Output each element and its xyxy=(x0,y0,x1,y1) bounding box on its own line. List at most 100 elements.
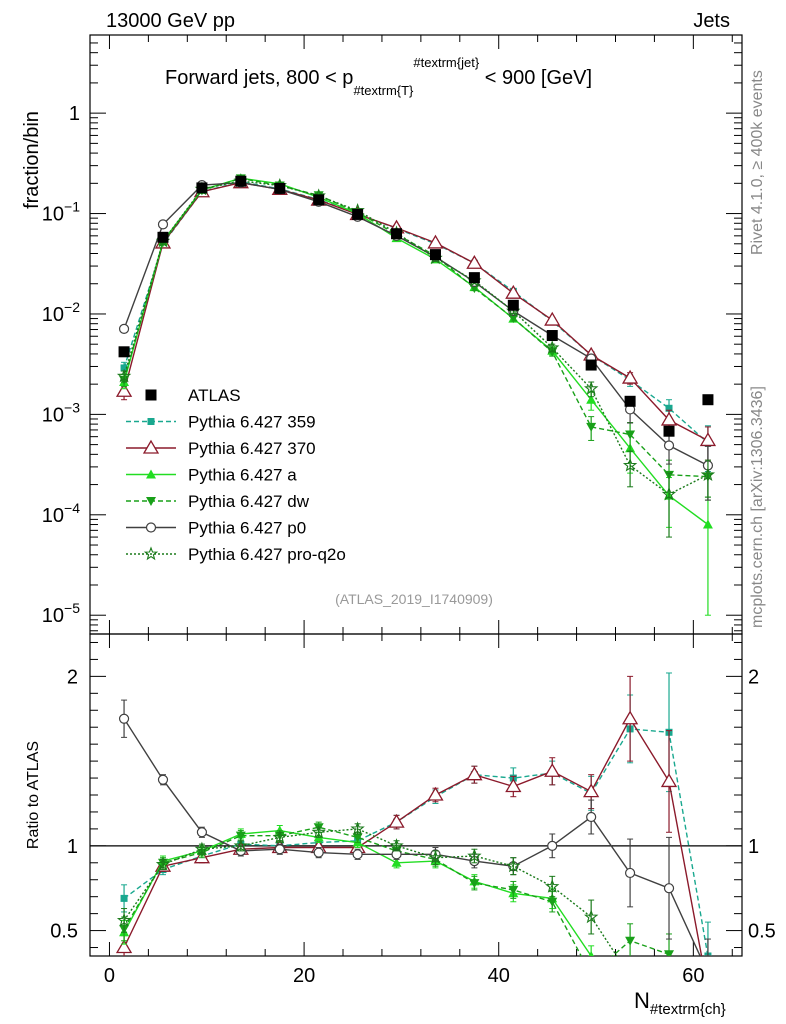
main-series xyxy=(115,173,717,616)
ratio-point xyxy=(466,766,483,781)
ratio-point xyxy=(624,867,636,879)
legend-item: Pythia 6.427 dw xyxy=(126,492,310,511)
ratio-frame xyxy=(89,633,743,957)
data-point xyxy=(702,519,713,529)
x-label-sub: #textrm{ch} xyxy=(650,1001,726,1018)
data-point xyxy=(115,382,133,397)
ratio-series xyxy=(115,672,712,983)
ratio-point xyxy=(469,879,480,889)
legend-item: Pythia 6.427 370 xyxy=(126,439,316,458)
ratio-line xyxy=(123,718,701,956)
data-point xyxy=(118,323,130,335)
y-tick-label-right: 1 xyxy=(748,836,759,858)
data-point xyxy=(622,457,638,472)
ratio-point xyxy=(505,778,522,793)
ratio-point xyxy=(427,786,444,801)
ratio-point xyxy=(155,856,171,871)
y-axis-label-ratio: Ratio to ATLAS xyxy=(25,741,42,849)
series-line xyxy=(123,181,709,442)
ratio-point xyxy=(588,951,594,956)
ratio-point xyxy=(506,858,521,873)
legend-marker xyxy=(143,546,159,561)
data-point xyxy=(546,330,558,342)
ratio-point xyxy=(584,909,599,924)
data-point xyxy=(584,381,599,395)
ratio-point xyxy=(586,811,597,823)
data-point xyxy=(507,299,519,311)
data-point xyxy=(505,284,522,299)
x-tick-label: 60 xyxy=(682,965,704,987)
series-line xyxy=(123,181,709,467)
ratio-point xyxy=(272,829,287,844)
ratio-point xyxy=(467,848,482,863)
ratio-point xyxy=(508,885,519,895)
y-tick-base: 10 xyxy=(42,404,64,426)
legend-label: Pythia 6.427 p0 xyxy=(188,519,306,538)
data-point xyxy=(157,231,169,243)
ratio-point xyxy=(350,821,365,835)
legend-label: Pythia 6.427 370 xyxy=(188,439,316,458)
ratio-point xyxy=(194,841,210,856)
ratio-line xyxy=(123,829,593,956)
analysis-watermark: (ATLAS_2019_I1740909) xyxy=(335,591,493,607)
data-point xyxy=(391,228,403,240)
series-atlas xyxy=(118,175,714,437)
x-label-main: N xyxy=(634,988,650,1013)
ratio-line xyxy=(123,728,709,956)
ratio-line xyxy=(123,826,673,956)
data-point xyxy=(120,364,128,372)
ratio-point xyxy=(118,713,130,724)
data-point xyxy=(702,394,714,406)
y-axis-label-main: fraction/bin xyxy=(21,111,43,209)
ratio-point xyxy=(389,838,404,852)
legend-item: Pythia 6.427 pro-q2o xyxy=(126,545,346,564)
ratio-point xyxy=(196,827,208,838)
plot-title: Forward jets, 800 < p#textrm{T} #textrm{j… xyxy=(165,55,592,98)
y-tick-exponent: −1 xyxy=(64,199,80,215)
ratio-point xyxy=(663,972,674,983)
legend-label: ATLAS xyxy=(188,386,241,405)
data-point xyxy=(699,432,717,447)
title-subscript: #textrm{T} xyxy=(353,83,414,98)
data-point xyxy=(235,175,247,187)
ratio-point xyxy=(547,897,558,907)
ratio-point xyxy=(352,849,363,860)
ratio-point xyxy=(547,840,558,851)
data-point xyxy=(585,359,597,371)
mcplots-label: mcplots.cern.ch [arXiv:1306.3436] xyxy=(749,386,766,628)
legend-marker xyxy=(146,469,156,479)
ratio-point xyxy=(274,844,285,855)
data-point xyxy=(624,395,636,407)
ratio-point xyxy=(311,824,326,839)
legend-label: Pythia 6.427 359 xyxy=(188,413,316,432)
data-point xyxy=(508,314,519,324)
data-point xyxy=(313,194,325,206)
series-line xyxy=(123,177,708,478)
ratio-point xyxy=(621,710,639,725)
ratio-point xyxy=(428,850,443,864)
legend-label: Pythia 6.427 a xyxy=(188,466,297,485)
y-tick-base: 10 xyxy=(42,204,64,226)
legend-item: Pythia 6.427 p0 xyxy=(126,519,306,538)
data-point xyxy=(700,467,716,481)
legend-item: Pythia 6.427 a xyxy=(126,466,297,485)
ratio-point xyxy=(116,912,132,927)
data-point xyxy=(621,369,639,384)
legend-item: ATLAS xyxy=(145,386,241,405)
legend-marker xyxy=(147,418,155,425)
ratio-axes: 0 20 40 60 0.5 0.5 1 1 2 2 xyxy=(50,634,776,987)
data-point xyxy=(665,404,673,412)
y-tick-label: 0.5 xyxy=(50,921,78,943)
data-point xyxy=(663,440,675,451)
y-tick-exponent: −4 xyxy=(64,500,80,516)
ratio-point xyxy=(583,783,600,798)
data-point xyxy=(429,249,441,261)
data-point xyxy=(427,234,444,249)
legend-marker xyxy=(142,439,160,454)
legend-item: Pythia 6.427 359 xyxy=(126,413,316,432)
data-point xyxy=(157,219,169,230)
series-line xyxy=(123,180,709,496)
y-tick-label: 10−5 xyxy=(42,600,80,627)
rivet-label: Rivet 4.1.0, ≥ 400k events xyxy=(749,70,766,255)
